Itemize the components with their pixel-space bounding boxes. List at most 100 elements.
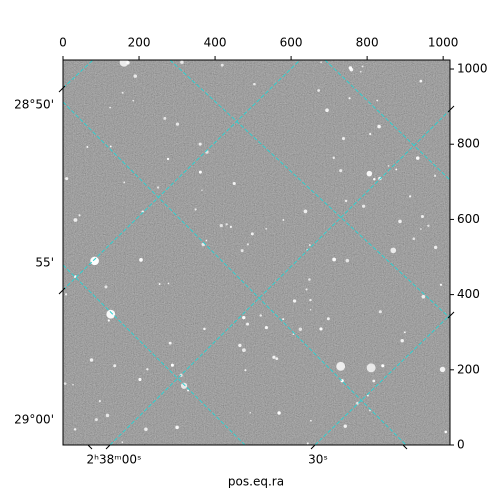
star [332, 257, 336, 262]
y-tick-label: 600 [457, 212, 480, 226]
star [198, 142, 202, 146]
world-tick [447, 311, 455, 319]
star [219, 223, 223, 228]
star [194, 208, 197, 211]
star [168, 341, 172, 345]
world-x-label: 2ʰ38ᵐ00ˢ [87, 453, 142, 467]
star [201, 189, 203, 191]
star [319, 327, 323, 331]
star [298, 327, 303, 331]
world-tick [402, 444, 408, 450]
world-tick [310, 444, 316, 450]
star [341, 136, 346, 141]
star [309, 309, 312, 311]
star [225, 223, 228, 226]
world-tick [58, 85, 66, 93]
star [282, 318, 285, 321]
star [65, 177, 69, 181]
coordinate-grid [63, 60, 450, 445]
star [275, 357, 279, 361]
x-tick-label: 0 [59, 36, 67, 50]
world-y-label: 28°50' [14, 98, 54, 112]
star [132, 99, 135, 102]
y-tick-label: 1000 [457, 62, 488, 76]
star [175, 122, 180, 126]
star [156, 186, 160, 189]
star [63, 382, 67, 385]
star [320, 61, 322, 63]
star [400, 338, 404, 343]
star [373, 178, 376, 181]
star [390, 247, 397, 254]
world-tick [87, 444, 93, 450]
y-tick-label: 800 [457, 137, 480, 151]
star [277, 411, 281, 415]
star [439, 283, 443, 286]
star [387, 165, 390, 167]
star [343, 424, 347, 428]
star [98, 400, 101, 403]
star [158, 283, 161, 286]
dec-grid-line [109, 109, 450, 445]
x-tick-label: 400 [204, 36, 227, 50]
star [146, 368, 149, 371]
dec-grid-line [63, 60, 301, 291]
star [376, 99, 379, 102]
star [232, 181, 236, 186]
star [282, 219, 285, 221]
star [187, 389, 190, 392]
star [246, 243, 249, 246]
star [412, 237, 416, 241]
y-tick-label: 400 [457, 287, 480, 301]
star [163, 116, 167, 120]
star [73, 428, 77, 431]
star [105, 413, 110, 418]
star [306, 442, 309, 445]
star [415, 156, 420, 160]
ra-grid-line [63, 264, 246, 445]
star [167, 282, 170, 285]
star [246, 322, 250, 326]
star [86, 146, 89, 148]
star [166, 157, 170, 161]
world-y-label: 55' [35, 256, 54, 270]
star [369, 132, 372, 136]
star [106, 309, 116, 319]
star [242, 316, 246, 320]
star [409, 195, 412, 198]
star [78, 214, 81, 217]
star [439, 366, 446, 373]
star [259, 314, 262, 317]
star [121, 91, 124, 94]
x-tick-label: 1000 [428, 36, 459, 50]
star [205, 239, 208, 242]
star [356, 401, 360, 405]
star [403, 331, 406, 334]
star [72, 383, 74, 386]
star [240, 249, 244, 253]
star [345, 258, 350, 263]
star [94, 418, 98, 422]
star [113, 364, 117, 368]
star [133, 74, 138, 78]
star [138, 377, 142, 381]
star [420, 228, 422, 230]
star [433, 174, 437, 177]
ra-grid-line [169, 60, 450, 319]
star [339, 169, 343, 173]
star [310, 419, 312, 422]
star [119, 60, 129, 67]
star [366, 363, 376, 373]
x-tick-label: 200 [128, 36, 151, 50]
star [249, 411, 252, 414]
star [175, 425, 179, 430]
star [244, 369, 247, 372]
star [73, 218, 78, 222]
star [144, 427, 148, 432]
star [250, 232, 254, 236]
star [325, 108, 329, 113]
star [421, 294, 426, 299]
star [292, 299, 297, 303]
y-tick-label: 0 [457, 438, 465, 452]
star [180, 60, 184, 64]
